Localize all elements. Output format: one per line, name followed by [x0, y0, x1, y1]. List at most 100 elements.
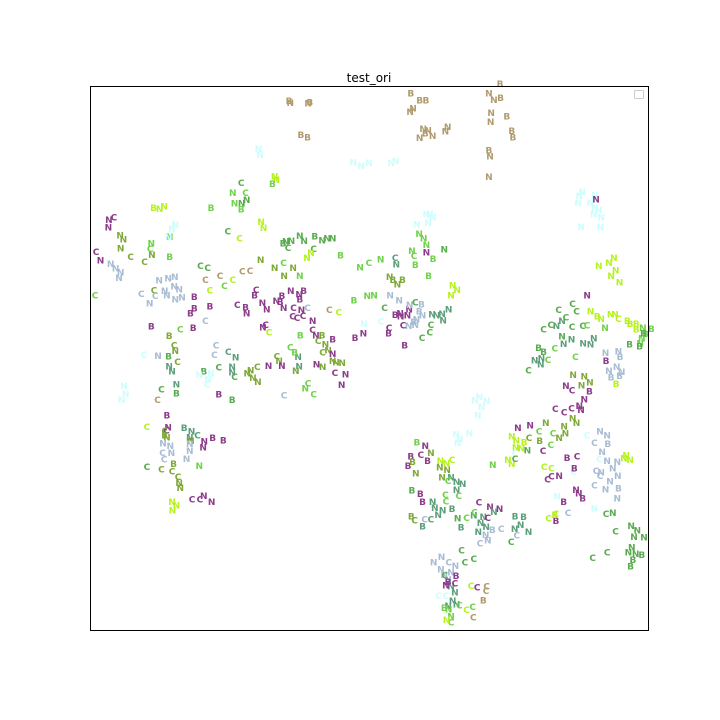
scatter-point: B: [291, 349, 298, 359]
scatter-point: N: [453, 478, 461, 488]
scatter-point: N: [525, 528, 533, 538]
scatter-point: B: [551, 511, 558, 521]
scatter-point: C: [217, 272, 224, 282]
scatter-point: N: [508, 460, 516, 470]
scatter-point: N: [490, 508, 498, 518]
scatter-point: N: [426, 210, 434, 220]
scatter-point: C: [161, 427, 168, 437]
scatter-point: B: [613, 380, 620, 390]
scatter-point: N: [445, 306, 453, 316]
scatter-point: N: [244, 370, 252, 380]
scatter-point: N: [196, 371, 204, 381]
scatter-point: C: [207, 287, 214, 297]
scatter-point: N: [575, 489, 583, 499]
scatter-point: N: [161, 287, 169, 297]
scatter-point: B: [278, 292, 285, 302]
scatter-point: C: [138, 290, 145, 300]
scatter-point: N: [447, 568, 455, 578]
scatter-point: N: [553, 322, 561, 332]
scatter-point: N: [169, 506, 177, 516]
scatter-point: B: [277, 298, 284, 308]
scatter-point: B: [633, 320, 640, 330]
scatter-point: N: [423, 241, 431, 251]
scatter-point: N: [177, 484, 185, 494]
scatter-point: C: [266, 328, 273, 338]
scatter-point: B: [407, 452, 414, 462]
scatter-point: N: [243, 309, 251, 319]
scatter-point: N: [449, 282, 457, 292]
scatter-point: B: [166, 332, 173, 342]
scatter-point: N: [412, 469, 420, 479]
scatter-point: C: [483, 582, 490, 592]
scatter-point: N: [587, 308, 595, 318]
scatter-point: N: [443, 460, 451, 470]
scatter-point: B: [392, 311, 399, 321]
scatter-point: B: [458, 524, 465, 534]
scatter-point: N: [451, 588, 459, 598]
scatter-point: N: [578, 382, 586, 392]
scatter-point: C: [525, 367, 532, 377]
scatter-point: N: [295, 290, 303, 300]
scatter-point: C: [570, 468, 577, 478]
scatter-point: C: [144, 423, 151, 433]
scatter-point: C: [498, 525, 505, 535]
scatter-point: C: [593, 467, 600, 477]
scatter-point: B: [509, 134, 516, 144]
scatter-point: N: [168, 225, 176, 235]
scatter-point: N: [613, 363, 621, 373]
scatter-point: N: [232, 353, 240, 363]
scatter-point: C: [211, 351, 218, 361]
scatter-point: N: [377, 256, 385, 266]
scatter-point: C: [545, 356, 552, 366]
scatter-point: N: [453, 286, 461, 296]
scatter-point: N: [275, 357, 283, 367]
scatter-point: B: [200, 368, 207, 378]
scatter-point: B: [181, 424, 188, 434]
scatter-point: C: [335, 308, 342, 318]
scatter-point: C: [197, 495, 204, 505]
scatter-point: N: [603, 432, 611, 442]
scatter-point: N: [172, 221, 180, 231]
scatter-point: N: [228, 363, 236, 373]
scatter-point: N: [603, 457, 611, 467]
scatter-point: N: [634, 526, 642, 536]
scatter-point: N: [434, 511, 442, 521]
scatter-point: B: [508, 127, 515, 137]
scatter-point: N: [175, 285, 183, 295]
scatter-point: B: [617, 353, 624, 363]
scatter-point: C: [584, 432, 591, 442]
scatter-point: N: [105, 216, 113, 226]
scatter-point: C: [561, 408, 568, 418]
scatter-point: N: [120, 382, 128, 392]
scatter-point: N: [338, 381, 346, 391]
scatter-point: B: [148, 322, 155, 332]
scatter-point: N: [480, 513, 488, 523]
scatter-point: N: [555, 472, 563, 482]
scatter-point: N: [444, 602, 452, 612]
scatter-point: N: [638, 334, 646, 344]
scatter-point: N: [441, 571, 449, 581]
scatter-point: N: [294, 353, 302, 363]
scatter-point: C: [470, 613, 477, 623]
scatter-point: C: [287, 344, 294, 354]
scatter-point: C: [452, 580, 459, 590]
scatter-point: N: [160, 203, 168, 213]
scatter-point: N: [595, 262, 603, 272]
scatter-point: C: [225, 348, 232, 358]
scatter-point: B: [296, 296, 303, 306]
scatter-point: B: [497, 94, 504, 104]
scatter-point: N: [97, 257, 105, 267]
scatter-point: N: [207, 370, 215, 380]
scatter-point: N: [640, 534, 648, 544]
scatter-point: C: [366, 259, 373, 269]
scatter-point: N: [424, 219, 432, 229]
chart-title: test_ori: [347, 71, 392, 85]
scatter-point: N: [288, 237, 296, 247]
scatter-point: N: [453, 600, 461, 610]
scatter-point: C: [572, 353, 579, 363]
scatter-point: B: [413, 438, 420, 448]
scatter-point: N: [178, 294, 186, 304]
scatter-point: C: [141, 258, 148, 268]
scatter-point: C: [147, 245, 154, 255]
scatter-point: B: [352, 334, 359, 344]
